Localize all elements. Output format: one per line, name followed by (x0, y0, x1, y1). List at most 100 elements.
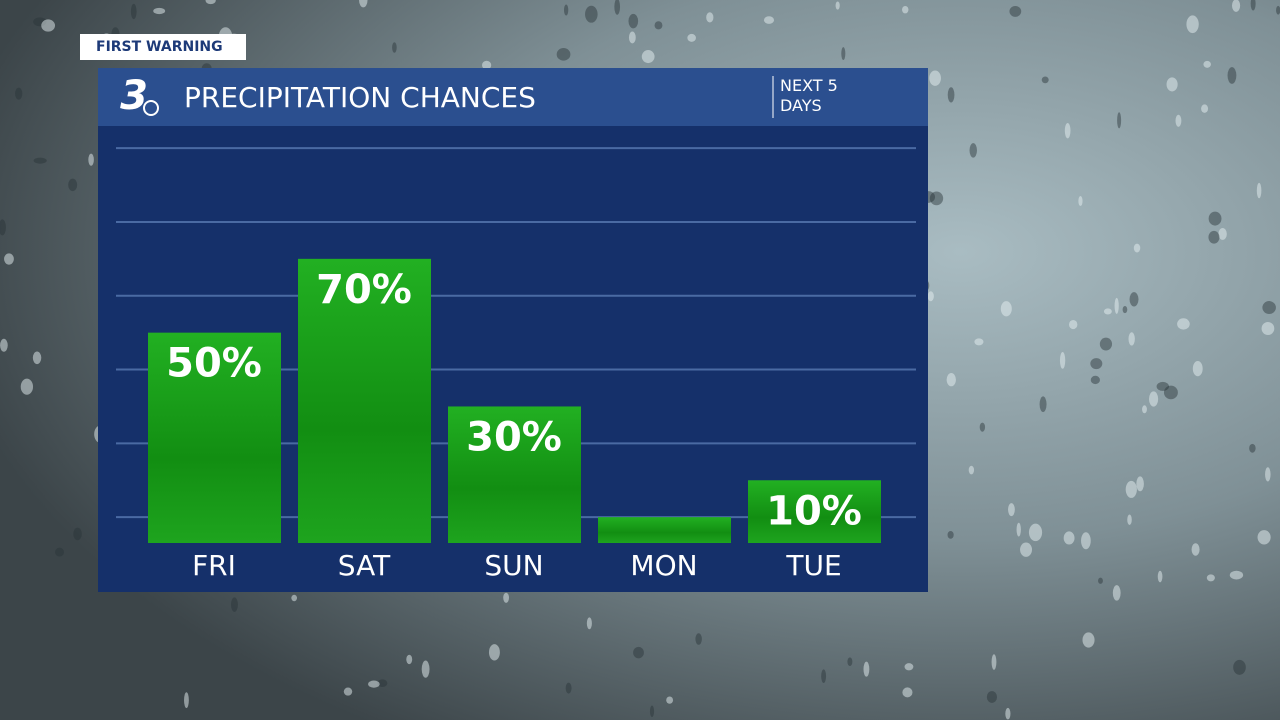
header (98, 68, 928, 126)
raindrop (1082, 632, 1095, 648)
raindrop (835, 1, 840, 10)
raindrop (946, 372, 956, 387)
raindrop (1081, 532, 1091, 550)
raindrop (986, 691, 998, 703)
raindrop (1041, 76, 1049, 84)
raindrop (130, 3, 137, 20)
raindrop (1125, 480, 1137, 498)
raindrop (947, 530, 954, 539)
raindrop (1068, 319, 1078, 330)
x-tick-label: TUE (785, 549, 841, 582)
value-label: 50% (166, 341, 262, 387)
raindrop (15, 87, 23, 100)
raindrop (1163, 385, 1178, 400)
raindrop (153, 7, 166, 15)
raindrop (33, 157, 47, 164)
raindrop (1103, 308, 1112, 315)
raindrop (1208, 211, 1222, 226)
raindrop (368, 680, 380, 688)
raindrop (565, 682, 572, 694)
raindrop (4, 253, 14, 265)
bar (148, 332, 281, 543)
raindrop (1127, 514, 1132, 525)
raindrop (1175, 114, 1182, 127)
raindrop (614, 0, 621, 15)
raindrop (1156, 381, 1170, 391)
raindrop (904, 663, 914, 671)
raindrop (628, 31, 636, 44)
raindrop (1129, 292, 1139, 307)
raindrop (666, 696, 674, 704)
raindrop (1227, 67, 1237, 84)
raindrop (291, 594, 298, 602)
x-tick-label: SAT (338, 549, 391, 582)
raindrop (1039, 396, 1047, 413)
raindrop (1208, 230, 1220, 244)
raindrop (1231, 0, 1241, 12)
raindrop (88, 153, 94, 166)
raindrop (695, 633, 702, 645)
raindrop (1191, 543, 1200, 556)
raindrop (1192, 361, 1203, 377)
raindrop (841, 47, 846, 61)
raindrop (73, 527, 82, 541)
raindrop (55, 547, 64, 557)
raindrop (1276, 5, 1280, 15)
raindrop (1064, 122, 1071, 139)
raindrop (1249, 443, 1256, 453)
raindrop (1203, 60, 1211, 68)
raindrop (763, 16, 775, 24)
raindrop (706, 12, 714, 23)
raindrop (633, 646, 644, 659)
raindrop (1117, 112, 1122, 129)
raindrop (1148, 391, 1159, 407)
raindrop (929, 191, 944, 206)
tag: FIRST WARNING (96, 39, 223, 55)
raindrop (927, 291, 934, 302)
raindrop (1099, 337, 1113, 351)
raindrop (968, 465, 975, 475)
bar (598, 517, 731, 543)
raindrop (1028, 523, 1043, 542)
raindrop (863, 661, 870, 677)
raindrop (1250, 0, 1256, 11)
raindrop (1133, 243, 1141, 253)
raindrop (1265, 467, 1271, 482)
logo-eye (143, 100, 159, 116)
raindrop (1059, 352, 1066, 369)
raindrop (947, 87, 955, 103)
raindrop (979, 422, 986, 432)
raindrop (1136, 476, 1144, 492)
raindrop (687, 33, 696, 42)
raindrop (1009, 5, 1022, 17)
raindrop (482, 60, 492, 70)
raindrop (1157, 570, 1163, 583)
raindrop (230, 597, 238, 612)
raindrop (1186, 15, 1199, 34)
raindrop (359, 0, 368, 8)
raindrop (1256, 182, 1262, 199)
raindrop (563, 4, 569, 16)
raindrop (902, 5, 909, 14)
raindrop (1008, 503, 1015, 517)
chart-title: PRECIPITATION CHANCES (184, 81, 536, 114)
raindrop (556, 47, 571, 61)
raindrop (406, 654, 413, 665)
raindrop (1142, 405, 1147, 414)
raindrop (0, 219, 6, 236)
raindrop (343, 687, 353, 696)
raindrop (1000, 301, 1012, 317)
raindrop (1166, 77, 1178, 92)
raindrop (1090, 375, 1100, 385)
raindrop (929, 70, 941, 86)
raindrop (821, 669, 827, 683)
raindrop (41, 19, 56, 32)
bar (748, 480, 881, 543)
raindrop (20, 378, 34, 395)
x-tick-label: MON (630, 549, 697, 582)
raindrop (969, 143, 977, 158)
raindrop (488, 644, 500, 661)
value-label: 30% (466, 414, 562, 460)
